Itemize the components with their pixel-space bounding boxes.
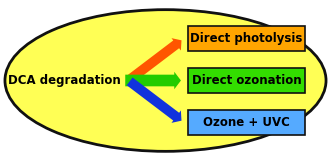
FancyBboxPatch shape — [188, 68, 305, 93]
Text: Direct photolysis: Direct photolysis — [190, 32, 303, 45]
FancyBboxPatch shape — [188, 26, 305, 51]
Text: DCA degradation: DCA degradation — [8, 74, 121, 87]
Text: Direct ozonation: Direct ozonation — [192, 74, 302, 87]
Ellipse shape — [5, 10, 326, 151]
Text: Ozone + UVC: Ozone + UVC — [203, 116, 290, 129]
FancyBboxPatch shape — [188, 110, 305, 135]
